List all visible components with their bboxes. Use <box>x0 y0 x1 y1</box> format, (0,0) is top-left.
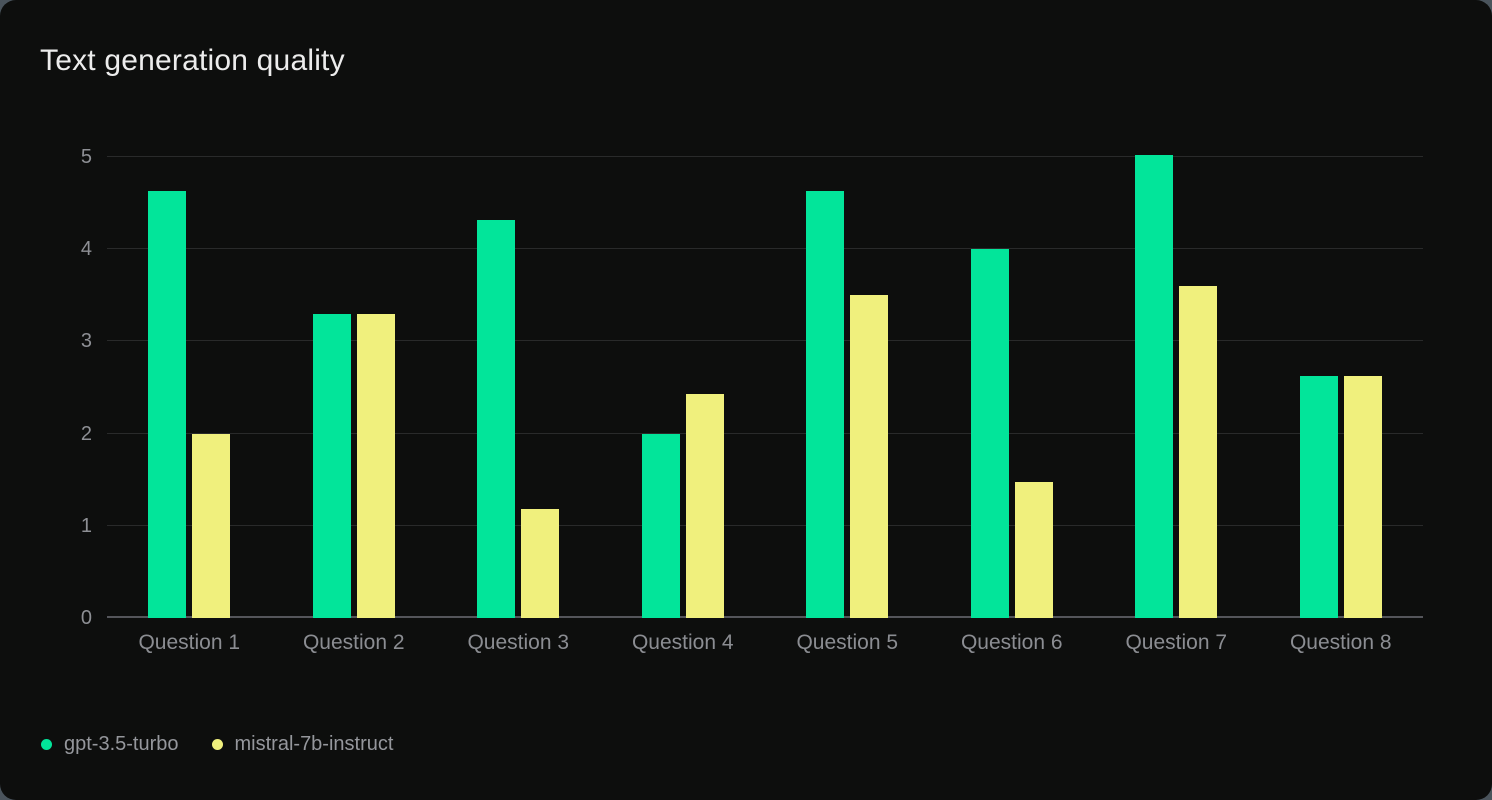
x-tick-label: Question 8 <box>1289 631 1392 654</box>
bar-group <box>436 157 601 618</box>
legend-label: mistral-7b-instruct <box>234 733 394 755</box>
x-tick-label: Question 4 <box>631 631 734 654</box>
y-tick-label: 0 <box>80 607 92 629</box>
plot-area <box>107 155 1424 618</box>
legend-label: gpt-3.5-turbo <box>64 733 179 755</box>
bar-group <box>272 157 437 618</box>
bar-gpt-3.5-turbo <box>312 313 351 618</box>
bar-mistral-7b-instruct <box>1179 286 1218 618</box>
bar-group <box>601 157 766 618</box>
bar-gpt-3.5-turbo <box>970 249 1009 618</box>
bar-gpt-3.5-turbo <box>806 191 845 618</box>
bar-mistral-7b-instruct <box>521 509 560 618</box>
legend: gpt-3.5-turbo mistral-7b-instruct <box>41 733 393 756</box>
x-tick-label: Question 5 <box>796 631 899 654</box>
bar-mistral-7b-instruct <box>192 433 231 618</box>
x-tick-label: Question 1 <box>138 631 241 654</box>
bar-mistral-7b-instruct <box>685 393 724 618</box>
legend-item-mistral-7b-instruct[interactable]: mistral-7b-instruct <box>211 733 394 756</box>
y-tick-label: 1 <box>80 514 92 537</box>
bars-layer <box>107 155 1424 618</box>
bar-group <box>1259 157 1424 618</box>
gridline <box>107 340 1423 342</box>
x-tick-label: Question 3 <box>467 631 570 654</box>
bar-group <box>930 157 1095 618</box>
y-tick-label: 4 <box>80 238 92 261</box>
y-tick-label: 3 <box>80 330 92 353</box>
bar-mistral-7b-instruct <box>1014 482 1053 618</box>
x-axis: Question 1 Question 2 Question 3 Question 4… <box>107 631 1423 655</box>
x-tick-label: Question 2 <box>302 631 405 654</box>
legend-swatch-gpt-3-5-turbo-icon <box>41 739 52 750</box>
bar-group <box>107 157 272 618</box>
bar-gpt-3.5-turbo <box>477 219 516 618</box>
bar-mistral-7b-instruct <box>1343 375 1382 618</box>
bar-group <box>765 157 930 618</box>
y-tick-label: 5 <box>80 146 92 168</box>
legend-item-gpt-3-5-turbo[interactable]: gpt-3.5-turbo <box>41 733 179 756</box>
bar-gpt-3.5-turbo <box>1299 375 1338 618</box>
x-tick-label: Question 6 <box>960 631 1063 654</box>
chart-title: Text generation quality <box>40 44 345 77</box>
bar-mistral-7b-instruct <box>356 313 395 618</box>
bar-gpt-3.5-turbo <box>1135 155 1174 618</box>
x-tick-label: Question 7 <box>1125 631 1228 654</box>
bar-gpt-3.5-turbo <box>641 433 680 618</box>
gridline <box>107 524 1423 526</box>
x-axis-baseline <box>107 616 1423 618</box>
bar-gpt-3.5-turbo <box>148 191 187 618</box>
bar-mistral-7b-instruct <box>850 295 889 618</box>
gridline <box>107 248 1423 250</box>
y-tick-label: 2 <box>80 422 92 445</box>
gridline <box>107 156 1423 157</box>
bar-group <box>1094 155 1259 618</box>
legend-swatch-mistral-7b-instruct-icon <box>211 739 223 750</box>
gridline <box>107 432 1423 434</box>
